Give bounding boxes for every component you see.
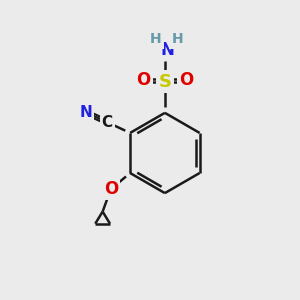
Text: S: S bbox=[158, 73, 171, 91]
Text: H: H bbox=[172, 32, 183, 46]
Text: O: O bbox=[103, 180, 118, 198]
Text: C: C bbox=[102, 115, 113, 130]
Text: H: H bbox=[150, 32, 162, 46]
Text: N: N bbox=[161, 41, 175, 59]
Text: O: O bbox=[179, 71, 194, 89]
Text: O: O bbox=[136, 71, 151, 89]
Text: N: N bbox=[79, 105, 92, 120]
